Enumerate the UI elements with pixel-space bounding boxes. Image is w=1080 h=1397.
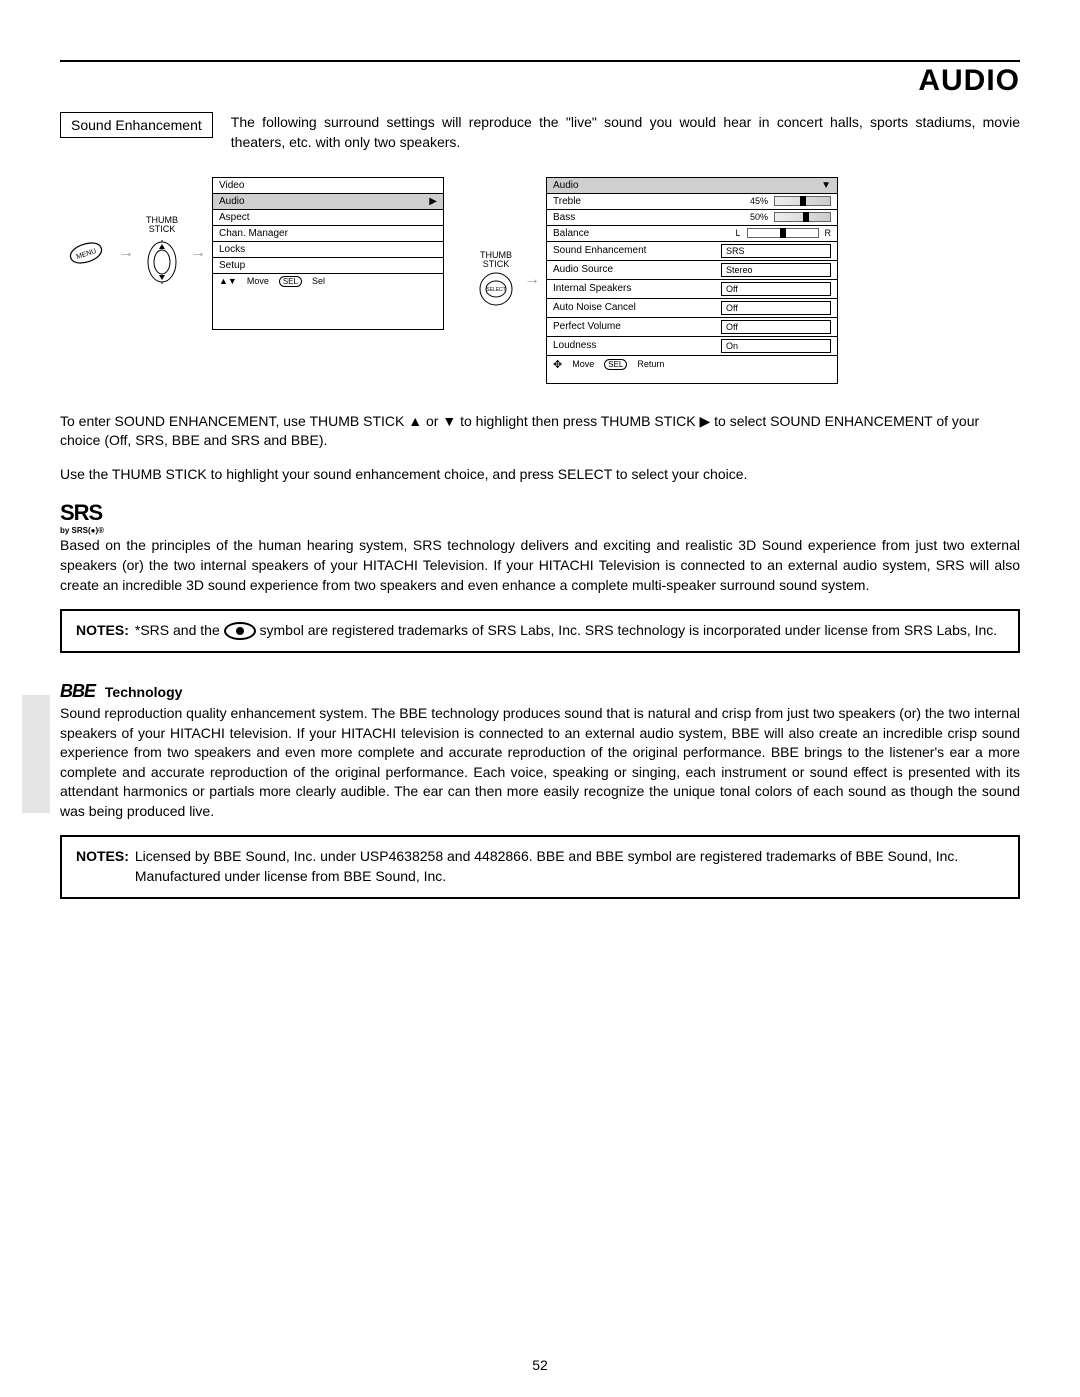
audio-row-internal-speakers[interactable]: Internal Speakers Off (547, 280, 837, 299)
page-title: AUDIO (60, 64, 1020, 98)
bbe-notes-text: Licensed by BBE Sound, Inc. under USP463… (135, 847, 1004, 886)
page-number: 52 (0, 1357, 1080, 1373)
thumb-stick-label: THUMB STICK (140, 216, 184, 234)
sel-badge: SEL (604, 359, 627, 370)
right-diagram: THUMB STICK SELECT → Audio▼ Treble 45% (474, 177, 838, 384)
move-icon: ✥ (553, 358, 562, 371)
audio-row-audio-source[interactable]: Audio Source Stereo (547, 261, 837, 280)
bbe-notes-box: NOTES: Licensed by BBE Sound, Inc. under… (60, 835, 1020, 898)
srs-symbol-icon (224, 622, 256, 640)
srs-notes-pre: *SRS and the (135, 622, 224, 638)
audio-row-auto-noise-cancel[interactable]: Auto Noise Cancel Off (547, 299, 837, 318)
menu-footer: ▲▼ Move SEL Sel (213, 274, 443, 289)
bbe-description: Sound reproduction quality enhancement s… (60, 704, 1020, 822)
audio-row-loudness[interactable]: Loudness On (547, 337, 837, 356)
arrow-right-icon: → (118, 244, 134, 262)
menu-item-setup[interactable]: Setup (213, 258, 443, 274)
sel-badge: SEL (279, 276, 302, 287)
audio-row-treble[interactable]: Treble 45% (547, 194, 837, 210)
audio-row-balance[interactable]: Balance L R (547, 226, 837, 242)
menu-item-aspect[interactable]: Aspect (213, 210, 443, 226)
notes-lead: NOTES: (76, 847, 129, 886)
srs-description: Based on the principles of the human hea… (60, 536, 1020, 595)
thumb-stick-icon (140, 234, 184, 290)
menu-item-locks[interactable]: Locks (213, 242, 443, 258)
chevron-right-icon: ▶ (429, 196, 437, 207)
audio-row-bass[interactable]: Bass 50% (547, 210, 837, 226)
updown-icon: ▲▼ (219, 276, 237, 286)
chevron-down-icon: ▼ (821, 180, 831, 191)
notes-lead: NOTES: (76, 621, 129, 641)
arrow-right-icon: → (524, 271, 540, 289)
section-label: Sound Enhancement (60, 112, 213, 138)
srs-notes-post: symbol are registered trademarks of SRS … (260, 622, 998, 638)
instruction-p2: Use the THUMB STICK to highlight your so… (60, 465, 1020, 485)
menu-item-video[interactable]: Video (213, 178, 443, 194)
menu-item-chan-manager[interactable]: Chan. Manager (213, 226, 443, 242)
audio-menu-footer: ✥ Move SEL Return (547, 356, 837, 373)
audio-menu-header: Audio▼ (547, 178, 837, 194)
left-diagram: MENU → THUMB STICK → Video Audio▶ Aspect (60, 177, 444, 330)
intro-text: The following surround settings will rep… (231, 112, 1020, 153)
menu-item-audio[interactable]: Audio▶ (213, 194, 443, 210)
svg-text:SELECT: SELECT (486, 287, 505, 293)
audio-row-perfect-volume[interactable]: Perfect Volume Off (547, 318, 837, 337)
main-menu-box: Video Audio▶ Aspect Chan. Manager Locks … (212, 177, 444, 330)
instruction-p1: To enter SOUND ENHANCEMENT, use THUMB ST… (60, 412, 1020, 451)
select-button-icon: SELECT (474, 269, 518, 309)
audio-menu-box: Audio▼ Treble 45% Bass 50% Balance L R (546, 177, 838, 384)
thumb-stick-label: THUMB STICK (474, 251, 518, 269)
srs-notes-box: NOTES: *SRS and the symbol are registere… (60, 609, 1020, 653)
menu-button-icon: MENU (60, 225, 112, 281)
arrow-right-icon: → (190, 244, 206, 262)
srs-sublogo: by SRS(●)® (60, 525, 1020, 536)
bbe-logo: BBE (60, 679, 95, 704)
side-tab: ON-SCREEN DISPLAY (22, 695, 50, 955)
audio-row-sound-enhancement[interactable]: Sound Enhancement SRS (547, 242, 837, 261)
bbe-heading: Technology (105, 684, 183, 700)
